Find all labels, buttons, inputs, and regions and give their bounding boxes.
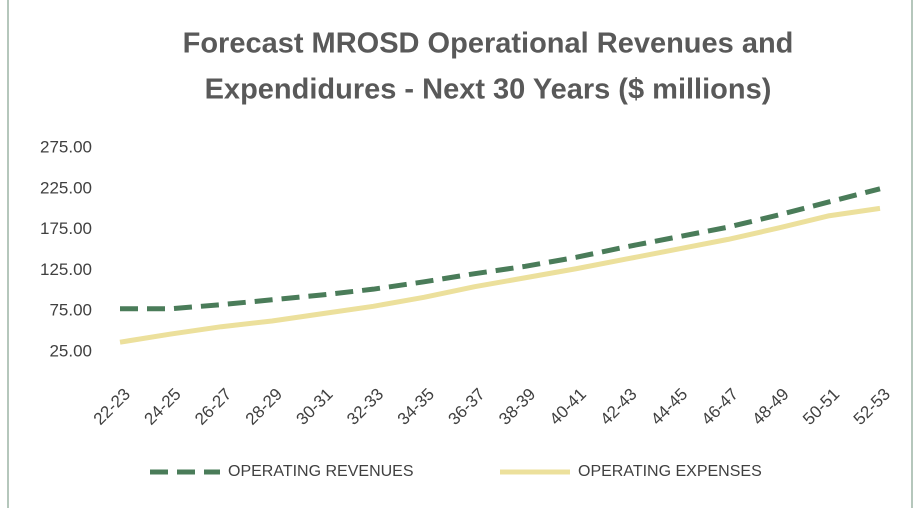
x-tick-label: 48-49	[748, 385, 792, 429]
x-tick-label: 30-31	[292, 385, 336, 429]
x-tick-label: 46-47	[698, 385, 742, 429]
x-tick-label: 26-27	[191, 385, 235, 429]
x-tick-label: 44-45	[647, 385, 691, 429]
series-line	[119, 205, 881, 345]
x-tick-label: 50-51	[799, 385, 843, 429]
y-tick-label: 275.00	[40, 137, 92, 156]
series-line	[120, 186, 881, 312]
x-tick-label: 34-35	[394, 385, 438, 429]
legend-label: OPERATING EXPENSES	[578, 463, 762, 480]
x-tick-label: 40-41	[546, 385, 590, 429]
legend-label: OPERATING REVENUES	[228, 463, 414, 480]
x-tick-label: 32-33	[343, 385, 387, 429]
y-tick-label: 175.00	[40, 219, 92, 238]
x-tick-label: 38-39	[495, 385, 539, 429]
chart-title-line: Expendidures - Next 30 Years ($ millions…	[205, 74, 772, 106]
chart-frame	[7, 0, 913, 513]
x-tick-label: 52-53	[850, 385, 894, 429]
y-tick-label: 75.00	[49, 301, 92, 320]
y-tick-label: 25.00	[49, 341, 92, 360]
chart-title-line: Forecast MROSD Operational Revenues and	[183, 28, 794, 60]
x-tick-label: 28-29	[242, 385, 286, 429]
x-tick-label: 42-43	[596, 385, 640, 429]
y-tick-label: 225.00	[40, 178, 92, 197]
chart-title: Forecast MROSD Operational Revenues and E…	[183, 28, 794, 106]
x-tick-label: 22-23	[90, 385, 134, 429]
x-tick-label: 36-37	[444, 385, 488, 429]
x-tick-label: 24-25	[140, 385, 184, 429]
y-tick-label: 125.00	[40, 260, 92, 279]
